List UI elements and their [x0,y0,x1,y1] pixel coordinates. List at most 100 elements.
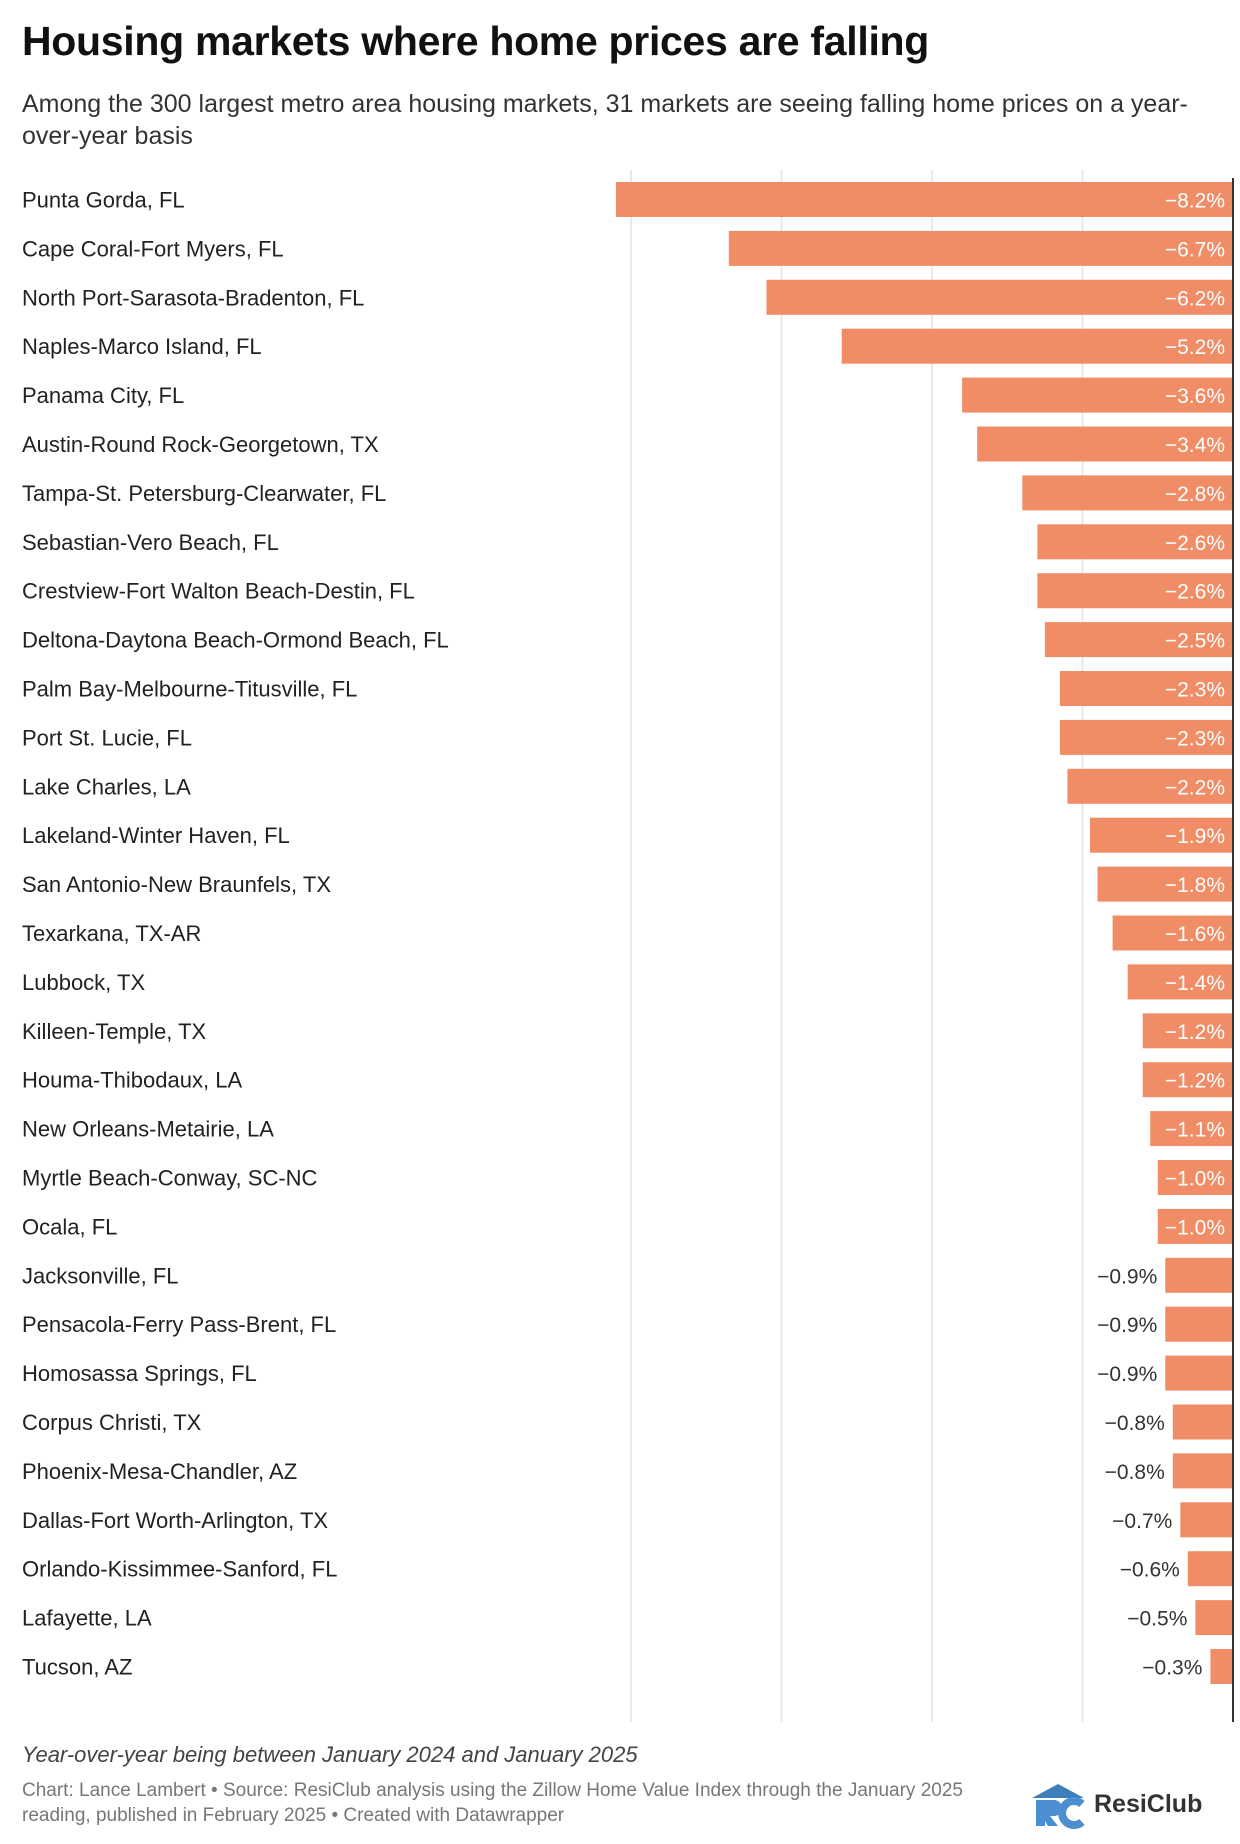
value-label: −1.8% [1165,874,1225,897]
bar [1037,524,1233,560]
x-tick-label: 0.0% [1195,170,1240,173]
bar [1037,573,1233,609]
bar [1172,1453,1233,1489]
resiclub-logo-text: ResiClub [1094,1790,1203,1818]
value-label: −0.9% [1097,1363,1157,1386]
value-label: −1.1% [1165,1119,1225,1142]
resiclub-logo-icon [1032,1784,1085,1829]
category-label: Killeen-Temple, TX [22,1019,207,1044]
value-label: −3.6% [1165,385,1225,408]
value-label: −2.3% [1165,679,1225,702]
bar [615,182,1233,217]
bar [1142,1013,1233,1049]
category-label: Tampa-St. Petersburg-Clearwater, FL [22,481,386,506]
category-label: Naples-Marco Island, FL [22,334,262,359]
bar [1165,1257,1233,1293]
value-label: −2.2% [1165,776,1225,799]
category-label: Orlando-Kissimmee-Sanford, FL [22,1557,337,1582]
value-label: −2.3% [1165,727,1225,750]
bar [1157,1208,1233,1244]
category-label: Houma-Thibodaux, LA [22,1068,242,1093]
value-label: −0.7% [1112,1510,1172,1533]
category-label: Punta Gorda, FL [22,188,185,213]
category-label: Homosassa Springs, FL [22,1361,257,1386]
value-label: −1.4% [1165,972,1225,995]
bar [1044,622,1233,658]
category-label: Panama City, FL [22,383,184,408]
bar [1097,866,1233,902]
bar [1059,719,1233,755]
value-label: −0.8% [1105,1461,1165,1484]
bar [1165,1306,1233,1342]
x-tick-label: −6.0% [753,170,810,173]
bar [1090,817,1233,853]
bar [1210,1649,1233,1684]
category-label: Myrtle Beach-Conway, SC-NC [22,1166,318,1191]
value-label: −2.5% [1165,630,1225,653]
value-label: −0.9% [1097,1314,1157,1337]
category-label: Deltona-Daytona Beach-Ormond Beach, FL [22,628,449,653]
category-label: Lafayette, LA [22,1606,152,1631]
value-label: −1.9% [1165,825,1225,848]
category-label: Lake Charles, LA [22,774,191,799]
category-label: Lakeland-Winter Haven, FL [22,823,290,848]
chart-title: Housing markets where home prices are fa… [22,18,930,64]
value-label: −2.8% [1165,483,1225,506]
value-label: −0.8% [1105,1412,1165,1435]
category-label: Port St. Lucie, FL [22,725,192,750]
value-label: −2.6% [1165,581,1225,604]
x-tick-label: −4.0% [903,170,960,173]
source-credit: Chart: Lance Lambert • Source: ResiClub … [22,1780,963,1826]
value-label: −3.4% [1165,434,1225,457]
value-label: −1.6% [1165,923,1225,946]
value-label: −8.2% [1165,190,1225,213]
bar [841,328,1233,364]
bar [1112,915,1233,951]
bar [977,426,1233,462]
bar [1157,1160,1233,1195]
bar [962,377,1233,413]
footnote: Year-over-year being between January 202… [22,1742,638,1767]
bar [1127,964,1233,1000]
value-label: −0.5% [1127,1608,1187,1631]
chart-subtitle: Among the 300 largest metro area housing… [22,90,1188,150]
bar-chart: −8.0% −6.0% −4.0% −2.0% 0.0% Punta Gorda, FL −… [22,170,1240,1722]
category-label: San Antonio-New Braunfels, TX [22,872,331,897]
value-label: −0.9% [1097,1265,1157,1288]
value-label: −6.7% [1165,238,1225,261]
bar [1172,1404,1233,1440]
bar [1150,1111,1233,1147]
bar [1180,1502,1233,1538]
category-label: Tucson, AZ [22,1655,132,1680]
bar [728,230,1233,266]
value-label: −0.6% [1120,1559,1180,1582]
category-label: Pensacola-Ferry Pass-Brent, FL [22,1312,336,1337]
bar [1067,768,1233,804]
bar [1142,1062,1233,1098]
x-tick-label: −8.0% [602,170,659,173]
value-label: −1.0% [1165,1168,1225,1191]
bar [1059,671,1233,706]
bar [1165,1355,1233,1391]
category-label: Cape Coral-Fort Myers, FL [22,236,284,261]
category-label: Texarkana, TX-AR [22,921,201,946]
category-label: New Orleans-Metairie, LA [22,1117,274,1142]
value-label: −6.2% [1165,287,1225,310]
category-label: Dallas-Fort Worth-Arlington, TX [22,1508,328,1533]
bar [766,279,1233,315]
category-label: Corpus Christi, TX [22,1410,202,1435]
value-label: −5.2% [1165,336,1225,359]
category-label: Lubbock, TX [22,970,145,995]
category-label: Palm Bay-Melbourne-Titusville, FL [22,677,357,702]
bar [1195,1600,1233,1636]
category-label: Jacksonville, FL [22,1263,179,1288]
category-label: Crestview-Fort Walton Beach-Destin, FL [22,579,415,604]
value-label: −2.6% [1165,532,1225,555]
value-label: −1.2% [1165,1070,1225,1093]
category-label: Austin-Round Rock-Georgetown, TX [22,432,379,457]
bar [1187,1551,1233,1587]
category-label: North Port-Sarasota-Bradenton, FL [22,285,364,310]
bar [1022,475,1233,511]
category-label: Ocala, FL [22,1214,117,1239]
value-label: −0.3% [1142,1657,1202,1680]
